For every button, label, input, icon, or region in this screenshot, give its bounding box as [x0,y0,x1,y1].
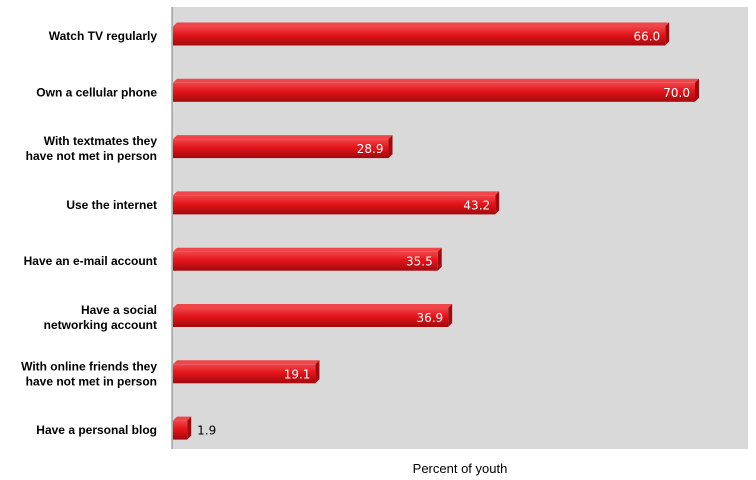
value-label: 1.9 [197,424,216,438]
x-axis-label: Percent of youth [413,461,508,476]
value-label: 43.2 [463,198,490,212]
bar-front-face [173,364,316,384]
category-label-line: Own a cellular phone [36,85,157,99]
category-label-line: Use the internet [66,198,157,212]
category-label-line: have not met in person [26,149,157,163]
category-label-line: With textmates they [44,134,158,148]
bar-top-face [173,78,699,83]
category-label: Own a cellular phone [36,85,157,99]
category-label-line: With online friends they [21,359,157,373]
bar-side-face [495,191,500,215]
value-label: 36.9 [416,311,443,325]
bar [173,135,393,159]
bar-side-face [187,416,192,440]
category-label-line: have not met in person [26,374,157,388]
value-label: 28.9 [357,142,384,156]
category-label: With textmates they have not met in perso… [26,134,158,163]
bar-top-face [173,135,393,140]
bar-top-face [173,22,670,27]
category-label: Have a personal blog [36,423,157,437]
bars [173,22,699,440]
bar-front-face [173,139,389,159]
category-label-line: Watch TV regularly [49,29,158,43]
value-labels: 66.0 70.0 28.9 43.2 35.5 36.9 19.1 1.9 [197,30,690,438]
bar [173,191,500,215]
category-label: Have an e-mail account [24,254,157,268]
bar [173,360,320,384]
value-label: 35.5 [406,255,433,269]
bar-top-face [173,416,192,421]
category-labels: Watch TV regularly Own a cellular phone Wi… [21,29,157,437]
category-label-line: networking account [44,318,157,332]
category-label: Use the internet [66,198,157,212]
bar-top-face [173,247,442,252]
bar-side-face [437,247,442,271]
bar-front-face [173,308,449,327]
bar-top-face [173,304,453,308]
bar [173,304,453,327]
bar [173,22,670,46]
category-label: Watch TV regularly [49,29,158,43]
category-label-line: Have an e-mail account [24,254,157,268]
category-label-line: Have a personal blog [36,423,157,437]
bar-top-face [173,360,320,365]
value-label: 66.0 [633,30,660,44]
value-label: 19.1 [284,367,311,381]
bar-front-face [173,251,438,271]
bar [173,416,192,440]
category-label: With online friends they have not met in … [21,359,157,388]
bar-side-face [665,22,670,46]
bar-front-face [173,420,188,440]
value-label: 70.0 [663,86,690,100]
bar [173,247,442,271]
bar-side-face [448,304,453,327]
bar-front-face [173,82,695,102]
bar-side-face [388,135,393,159]
category-label-line: Have a social [81,303,157,317]
bar [173,78,699,102]
bar-side-face [695,78,699,102]
bar-front-face [173,195,496,215]
bar-side-face [315,360,320,384]
bar-top-face [173,191,500,196]
category-label: Have a social networking account [44,303,157,332]
bar-front-face [173,26,666,46]
